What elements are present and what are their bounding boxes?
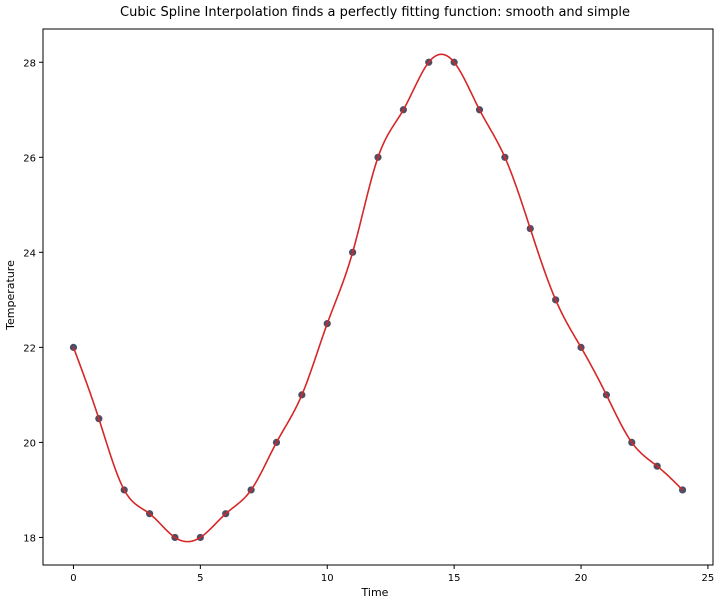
x-tick-label: 0	[70, 573, 76, 584]
y-tick-label: 24	[23, 248, 36, 259]
plot-frame	[42, 28, 714, 566]
y-axis: 18 20 22 24 26 28	[23, 58, 43, 544]
x-axis: 0 5 10 15 20 25	[70, 565, 714, 584]
chart-title: Cubic Spline Interpolation finds a perfe…	[120, 5, 630, 20]
x-axis-label: Time	[361, 586, 389, 599]
y-axis-label: Temperature	[4, 260, 17, 331]
y-tick-label: 26	[23, 153, 36, 164]
y-tick-label: 28	[23, 58, 36, 69]
x-tick-label: 5	[197, 573, 203, 584]
plot-area	[69, 53, 687, 543]
y-tick-label: 22	[23, 343, 36, 354]
y-tick-label: 18	[23, 533, 36, 544]
x-tick-label: 10	[321, 573, 334, 584]
x-tick-label: 25	[702, 573, 715, 584]
x-tick-label: 15	[448, 573, 461, 584]
spline-line	[72, 53, 684, 543]
y-tick-label: 20	[23, 438, 36, 449]
x-tick-label: 20	[575, 573, 588, 584]
